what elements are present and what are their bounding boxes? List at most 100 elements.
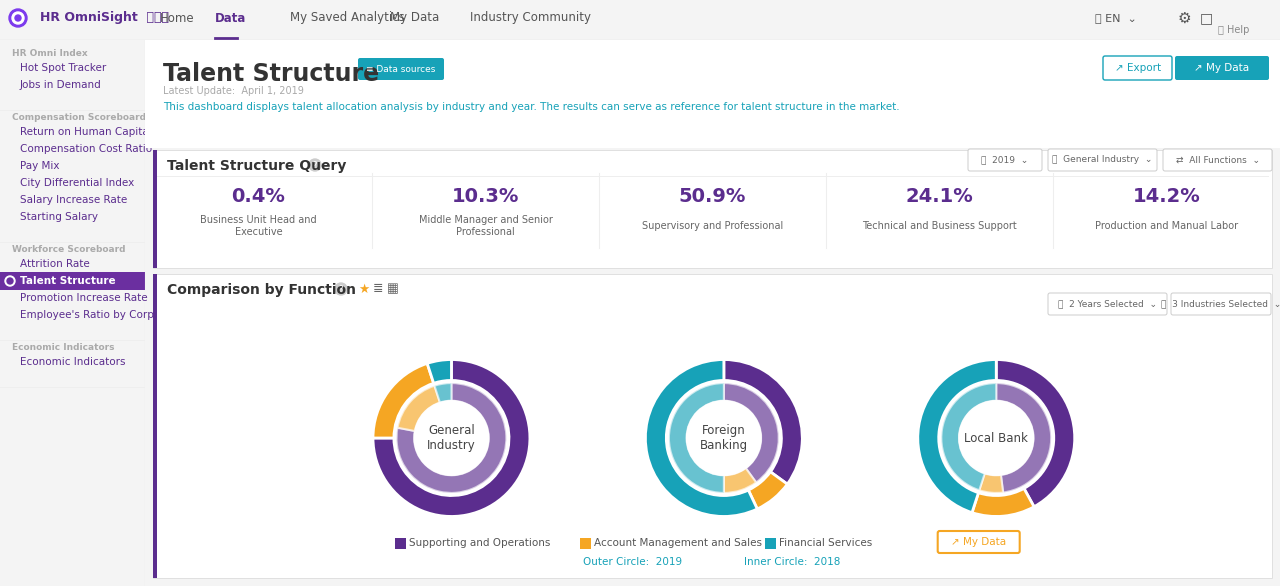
FancyBboxPatch shape: [1048, 149, 1157, 171]
Text: 50.9%: 50.9%: [678, 186, 746, 206]
Wedge shape: [972, 488, 1034, 516]
FancyBboxPatch shape: [1171, 293, 1271, 315]
Bar: [764, 538, 776, 549]
Text: Attrition Rate: Attrition Rate: [20, 259, 90, 269]
Text: Jobs in Demand: Jobs in Demand: [20, 80, 101, 90]
Text: ⌛  2 Years Selected  ⌄: ⌛ 2 Years Selected ⌄: [1059, 299, 1157, 308]
Circle shape: [686, 401, 762, 475]
Text: Compensation Cost Ratio: Compensation Cost Ratio: [20, 144, 152, 154]
Text: ↗ My Data: ↗ My Data: [951, 537, 1006, 547]
Circle shape: [9, 9, 27, 27]
Text: Employee's Ratio by Corporate Function: Employee's Ratio by Corporate Function: [20, 310, 229, 320]
Wedge shape: [397, 383, 507, 493]
Text: City Differential Index: City Differential Index: [20, 178, 134, 188]
Text: Outer Circle:  2019: Outer Circle: 2019: [584, 557, 682, 567]
Text: Pay Mix: Pay Mix: [20, 161, 59, 171]
Text: Financial Services: Financial Services: [778, 538, 872, 548]
FancyBboxPatch shape: [938, 531, 1020, 553]
Bar: [154, 274, 157, 578]
Text: Economic Indicators: Economic Indicators: [20, 357, 125, 367]
Text: Industry Community: Industry Community: [470, 12, 591, 25]
Text: 10.3%: 10.3%: [452, 186, 520, 206]
Text: □: □: [1201, 11, 1213, 25]
Wedge shape: [941, 383, 996, 490]
Text: Talent Structure Query: Talent Structure Query: [166, 159, 347, 173]
Circle shape: [308, 159, 321, 171]
Bar: [154, 150, 1272, 268]
FancyBboxPatch shape: [1048, 293, 1167, 315]
Wedge shape: [724, 383, 778, 482]
Text: 14.2%: 14.2%: [1133, 186, 1201, 206]
Text: ⛳ EN  ⌄: ⛳ EN ⌄: [1094, 13, 1137, 23]
Text: Technical and Business Support: Technical and Business Support: [863, 221, 1016, 231]
Text: ＝  3 Industries Selected  ⌄: ＝ 3 Industries Selected ⌄: [1161, 299, 1280, 308]
Wedge shape: [645, 360, 758, 516]
Text: ?: ?: [339, 284, 343, 294]
Text: Comparison by Function: Comparison by Function: [166, 283, 356, 297]
Text: ⇄  All Functions  ⌄: ⇄ All Functions ⌄: [1175, 155, 1260, 165]
Wedge shape: [669, 383, 724, 493]
Text: Talent Structure: Talent Structure: [20, 276, 115, 286]
Wedge shape: [724, 468, 756, 493]
FancyBboxPatch shape: [358, 58, 444, 80]
Text: Hot Spot Tracker: Hot Spot Tracker: [20, 63, 106, 73]
Wedge shape: [996, 383, 1051, 492]
Text: ▦: ▦: [387, 282, 399, 295]
Text: Talent Structure: Talent Structure: [163, 62, 379, 86]
Text: HR OmniSight  悦仕界: HR OmniSight 悦仕界: [40, 12, 169, 25]
Bar: [154, 150, 157, 268]
Text: ≣: ≣: [372, 282, 384, 295]
FancyBboxPatch shape: [1175, 56, 1268, 80]
Text: ⌛  2019  ⌄: ⌛ 2019 ⌄: [982, 155, 1029, 165]
Text: My Saved Analytics: My Saved Analytics: [291, 12, 404, 25]
Text: ?: ?: [312, 161, 317, 169]
Text: Return on Human Capital: Return on Human Capital: [20, 127, 152, 137]
Circle shape: [15, 15, 20, 21]
Text: HR Omni Index: HR Omni Index: [12, 49, 87, 58]
Text: ❓ Help: ❓ Help: [1219, 25, 1249, 35]
Text: 0.4%: 0.4%: [232, 186, 285, 206]
Text: ↗ Export: ↗ Export: [1115, 63, 1161, 73]
Wedge shape: [428, 360, 452, 383]
Wedge shape: [749, 472, 787, 509]
Text: Workforce Scoreboard: Workforce Scoreboard: [12, 245, 125, 254]
Text: Supervisory and Professional: Supervisory and Professional: [641, 221, 783, 231]
Text: Starting Salary: Starting Salary: [20, 212, 99, 222]
Text: ≡ Data sources: ≡ Data sources: [366, 64, 435, 73]
Text: 24.1%: 24.1%: [906, 186, 973, 206]
Text: Data: Data: [215, 12, 246, 25]
Circle shape: [335, 283, 347, 295]
Text: ↗ My Data: ↗ My Data: [1194, 63, 1249, 73]
Text: ★: ★: [358, 282, 369, 295]
Circle shape: [5, 276, 15, 286]
Circle shape: [415, 401, 489, 475]
Wedge shape: [398, 386, 440, 431]
Wedge shape: [372, 363, 434, 438]
FancyBboxPatch shape: [968, 149, 1042, 171]
Wedge shape: [996, 360, 1075, 507]
FancyBboxPatch shape: [1103, 56, 1172, 80]
Wedge shape: [372, 360, 530, 516]
Bar: [154, 274, 1272, 578]
Text: Salary Increase Rate: Salary Increase Rate: [20, 195, 127, 205]
Text: Promotion Increase Rate: Promotion Increase Rate: [20, 293, 147, 303]
Wedge shape: [724, 360, 803, 484]
Circle shape: [959, 401, 1033, 475]
Text: My Data: My Data: [390, 12, 439, 25]
Text: ⚙: ⚙: [1178, 11, 1192, 26]
Text: Local Bank: Local Bank: [964, 431, 1028, 445]
Text: ＝  General Industry  ⌄: ＝ General Industry ⌄: [1052, 155, 1153, 165]
Text: This dashboard displays talent allocation analysis by industry and year. The res: This dashboard displays talent allocatio…: [163, 102, 900, 112]
FancyBboxPatch shape: [1164, 149, 1272, 171]
Wedge shape: [918, 360, 996, 513]
Text: General
Industry: General Industry: [428, 424, 476, 452]
Circle shape: [6, 278, 13, 284]
Text: Inner Circle:  2018: Inner Circle: 2018: [744, 557, 840, 567]
Bar: [394, 538, 406, 549]
Text: Supporting and Operations: Supporting and Operations: [408, 538, 550, 548]
Bar: [145, 40, 1280, 148]
Circle shape: [12, 12, 24, 24]
Bar: [0, 272, 145, 290]
Text: Business Unit Head and
Executive: Business Unit Head and Executive: [200, 215, 317, 237]
Bar: [580, 538, 590, 549]
